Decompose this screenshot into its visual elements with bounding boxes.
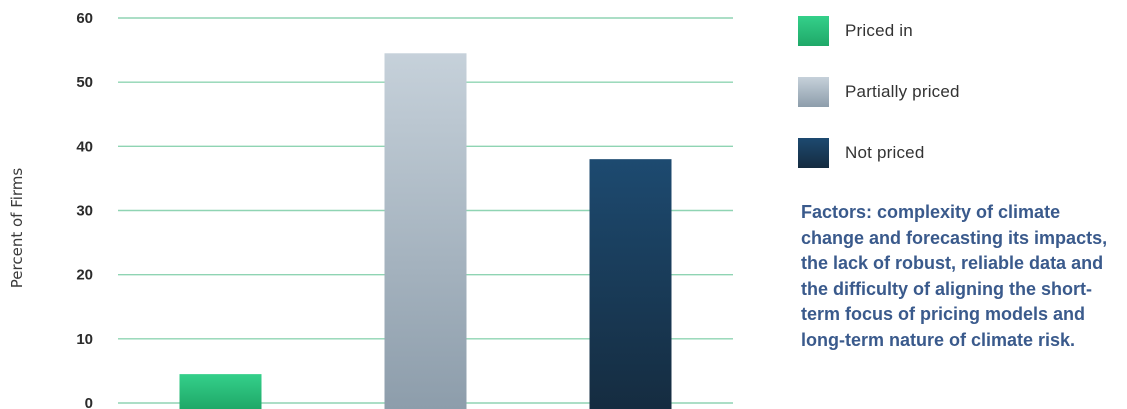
legend-label: Not priced [845,143,925,162]
y-tick-label: 40 [76,138,93,155]
y-axis-ticks: 0 10 20 30 40 50 60 [76,10,93,409]
legend: Priced in Partially priced Not priced [798,16,960,199]
legend-item-not-priced: Not priced [798,138,960,168]
legend-swatch [798,77,829,107]
factors-note: Factors: complexity of climate change an… [801,202,1108,350]
y-tick-label: 0 [85,395,93,409]
legend-swatch [798,16,829,46]
y-tick-label: 50 [76,74,93,91]
y-axis-label: Percent of Firms [8,168,26,289]
legend-swatch [798,138,829,168]
y-tick-label: 20 [76,267,93,284]
bars [179,53,672,409]
bar-not-priced [589,159,672,409]
bar-partially-priced [384,53,467,409]
legend-item-priced-in: Priced in [798,16,960,46]
bar-priced-in [179,374,262,409]
y-tick-label: 60 [76,10,93,27]
bar-chart: 0 10 20 30 40 50 60 Percent of Firms [8,10,733,409]
y-tick-label: 10 [76,331,93,348]
legend-label: Priced in [845,21,913,40]
legend-item-partially-priced: Partially priced [798,77,960,107]
y-tick-label: 30 [76,203,93,220]
legend-label: Partially priced [845,82,960,101]
